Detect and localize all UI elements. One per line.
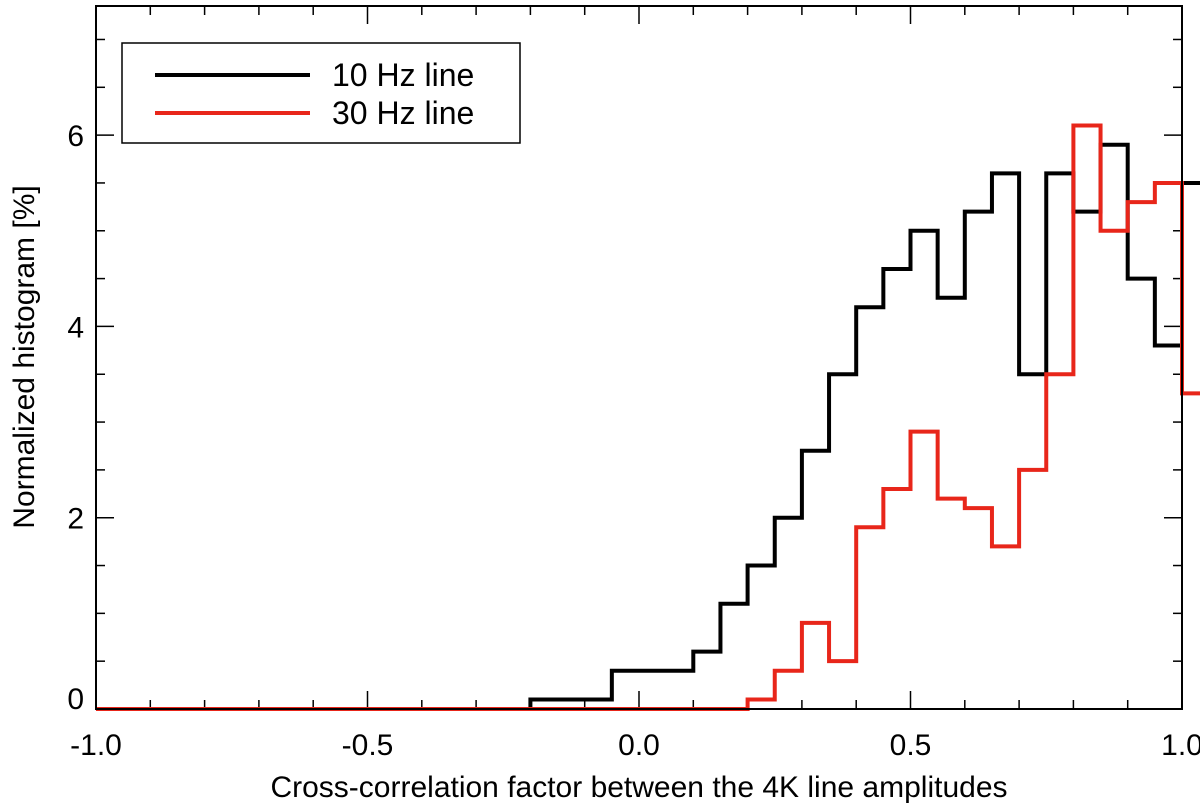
y-tick-label: 2 [67,503,84,536]
x-tick-label: 1.0 [1161,729,1200,762]
y-tick-label: 4 [67,311,84,344]
legend: 10 Hz line 30 Hz line [121,42,521,144]
x-axis-label: Cross-correlation factor between the 4K … [270,771,1007,804]
x-tick-label: 0.5 [890,729,932,762]
plot-frame [95,5,1183,710]
x-tick-label: 0.0 [618,729,660,762]
y-tick-label: 0 [67,683,84,716]
y-tick-label: 6 [67,120,84,153]
legend-box [121,42,521,144]
x-tick-label: -1.0 [70,729,122,762]
legend-label-10hz: 10 Hz line [332,57,474,93]
legend-label-30hz: 30 Hz line [332,95,474,131]
y-axis-label: Normalized histogram [%] [8,185,41,528]
x-tick-label: -0.5 [342,729,394,762]
axis-tick-labels: -1.0 -0.5 0.0 0.5 1.0 0 2 4 6 [67,120,1200,762]
